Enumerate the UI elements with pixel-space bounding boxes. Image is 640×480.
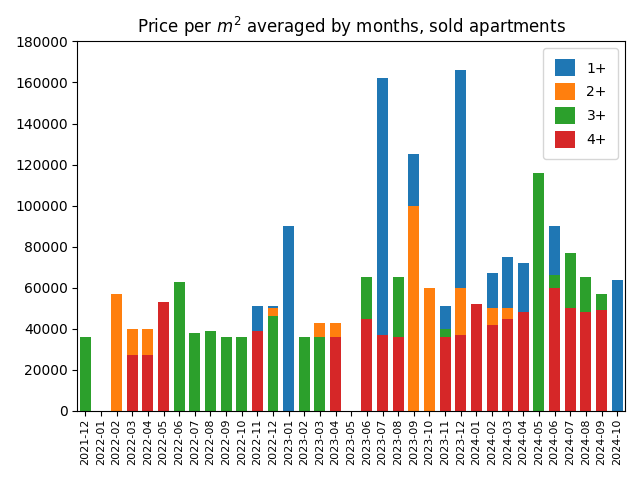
- Bar: [549, 226, 560, 411]
- Bar: [518, 324, 529, 411]
- Bar: [455, 335, 466, 411]
- Bar: [268, 316, 278, 411]
- Bar: [252, 331, 263, 411]
- Bar: [408, 154, 419, 411]
- Bar: [486, 308, 497, 411]
- Bar: [314, 337, 325, 411]
- Bar: [362, 314, 372, 411]
- Title: Price per $m^2$ averaged by months, sold apartments: Price per $m^2$ averaged by months, sold…: [137, 15, 566, 39]
- Bar: [127, 356, 138, 411]
- Bar: [502, 257, 513, 411]
- Bar: [330, 323, 341, 411]
- Bar: [518, 263, 529, 411]
- Bar: [393, 277, 404, 411]
- Bar: [408, 205, 419, 411]
- Bar: [596, 294, 607, 411]
- Bar: [424, 288, 435, 411]
- Bar: [455, 288, 466, 411]
- Bar: [440, 306, 451, 411]
- Bar: [142, 356, 154, 411]
- Bar: [502, 319, 513, 411]
- Bar: [127, 329, 138, 411]
- Bar: [236, 349, 247, 411]
- Bar: [580, 312, 591, 411]
- Bar: [330, 337, 341, 411]
- Bar: [564, 308, 576, 411]
- Bar: [518, 312, 529, 411]
- Bar: [549, 276, 560, 411]
- Bar: [471, 331, 482, 411]
- Bar: [486, 273, 497, 411]
- Bar: [377, 335, 388, 411]
- Bar: [596, 310, 607, 411]
- Bar: [299, 337, 310, 411]
- Bar: [221, 337, 232, 411]
- Bar: [455, 70, 466, 411]
- Bar: [205, 331, 216, 411]
- Bar: [252, 306, 263, 411]
- Bar: [268, 308, 278, 411]
- Bar: [440, 337, 451, 411]
- Bar: [612, 279, 623, 411]
- Bar: [377, 78, 388, 411]
- Legend: 1+, 2+, 3+, 4+: 1+, 2+, 3+, 4+: [543, 48, 618, 159]
- Bar: [142, 329, 154, 411]
- Bar: [80, 337, 91, 411]
- Bar: [189, 333, 200, 411]
- Bar: [362, 319, 372, 411]
- Bar: [502, 308, 513, 411]
- Bar: [268, 306, 278, 411]
- Bar: [471, 304, 482, 411]
- Bar: [534, 173, 545, 411]
- Bar: [283, 226, 294, 411]
- Bar: [440, 329, 451, 411]
- Bar: [362, 277, 372, 411]
- Bar: [393, 337, 404, 411]
- Bar: [549, 288, 560, 411]
- Bar: [111, 294, 122, 411]
- Bar: [564, 253, 576, 411]
- Bar: [236, 337, 247, 411]
- Bar: [580, 277, 591, 411]
- Bar: [173, 282, 184, 411]
- Bar: [314, 323, 325, 411]
- Bar: [158, 302, 169, 411]
- Bar: [486, 324, 497, 411]
